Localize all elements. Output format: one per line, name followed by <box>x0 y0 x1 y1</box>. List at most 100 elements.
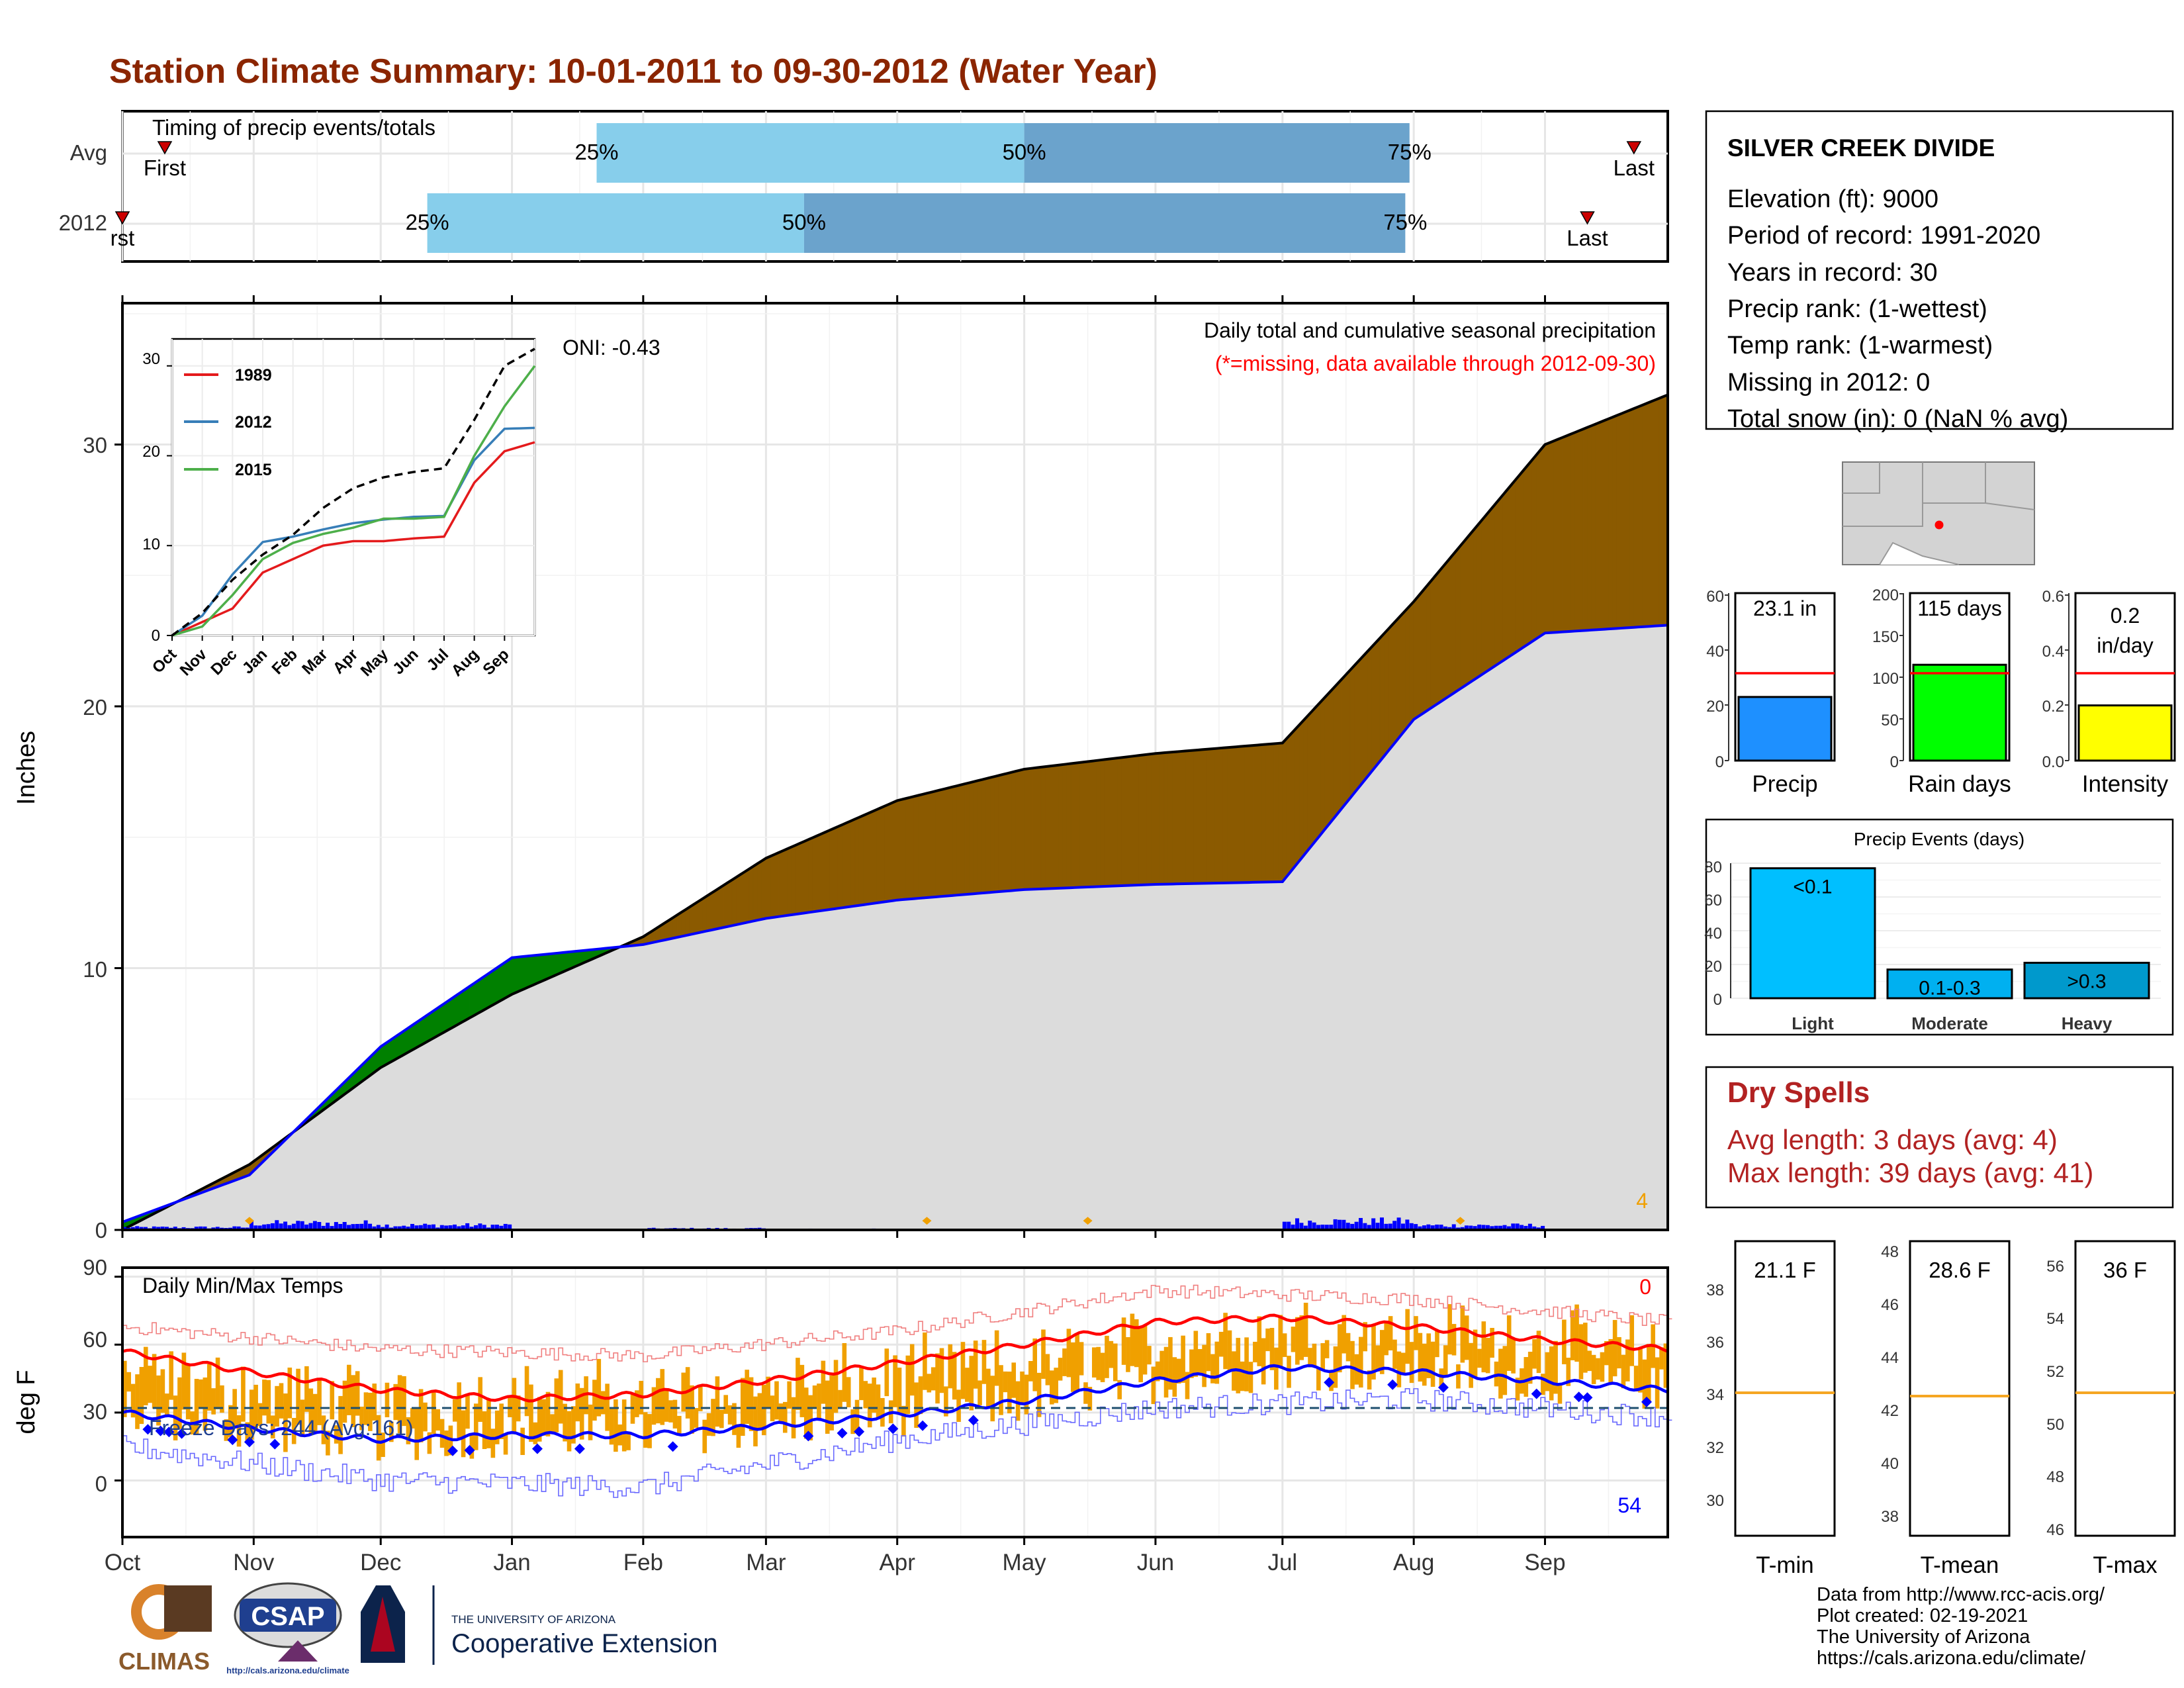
cumulative-departure-segment <box>1515 474 1520 653</box>
daily-temp-range <box>1087 1387 1093 1411</box>
cumulative-departure-segment <box>1646 401 1651 627</box>
precip-total-value: 23.1 in <box>1753 596 1817 620</box>
daily-temp-range <box>1269 1327 1275 1370</box>
daily-temp-range <box>1460 1305 1465 1363</box>
temp-tick-90: 90 <box>83 1255 107 1280</box>
daily-temp-range <box>1350 1340 1355 1389</box>
figure-title: Station Climate Summary: 10-01-2011 to 0… <box>109 52 1158 91</box>
daily-temp-range <box>1367 1370 1372 1390</box>
daily-temp-range <box>978 1380 982 1405</box>
daily-temp-range <box>1160 1350 1164 1379</box>
daily-temp-range <box>1007 1371 1012 1414</box>
daily-temp-range <box>211 1388 216 1415</box>
daily-temp-range <box>1223 1313 1228 1370</box>
record-low-marker <box>1582 1392 1593 1403</box>
daily-temp-range <box>283 1393 288 1452</box>
cumulative-departure-segment <box>1036 767 1042 890</box>
daily-precip-bar <box>1320 1225 1325 1230</box>
daily-precip-bar <box>439 1225 444 1230</box>
cumulative-departure-segment <box>494 966 500 1004</box>
cumulative-departure-segment <box>829 828 835 910</box>
daily-temp-range <box>643 1412 648 1448</box>
cumulative-departure-segment <box>1434 571 1439 706</box>
daily-temp-range <box>1299 1315 1304 1360</box>
daily-precip-bar <box>326 1223 330 1230</box>
cumulative-departure-segment <box>1375 637 1381 767</box>
daily-temp-range <box>656 1378 660 1424</box>
cumulative-departure-segment <box>909 796 915 900</box>
cumulative-departure-segment <box>1651 399 1656 627</box>
daily-temp-range <box>732 1403 737 1435</box>
station-line-6: Missing in 2012: 0 <box>1727 369 1930 397</box>
daily-temp-range <box>1426 1333 1431 1378</box>
inset-series-avg <box>171 348 535 637</box>
daily-precip-bar <box>508 1224 512 1230</box>
cumulative-departure-segment <box>1566 434 1571 632</box>
cumulative-departure-segment <box>1481 514 1486 676</box>
daily-temp-range <box>1625 1339 1630 1382</box>
daily-temp-range <box>1498 1348 1503 1399</box>
cumulative-departure-segment <box>1608 416 1614 630</box>
daily-temp-range <box>376 1415 381 1461</box>
daily-precip-bar <box>1329 1225 1334 1230</box>
daily-temp-range <box>1244 1337 1249 1391</box>
cumulative-departure-segment <box>1032 767 1038 890</box>
cumulative-departure-segment <box>1075 762 1080 888</box>
cumulative-departure-segment <box>1231 746 1236 883</box>
daily-temp-range <box>1105 1335 1109 1378</box>
daily-precip-bar <box>402 1225 406 1230</box>
precip-tick-10: 10 <box>83 957 107 982</box>
cumulative-departure-segment <box>1337 679 1342 815</box>
temp-y-axis-label: deg F <box>13 1370 40 1434</box>
cumulative-departure-segment <box>1490 504 1495 670</box>
daily-temp-range <box>1485 1338 1490 1374</box>
daily-temp-range <box>423 1402 428 1432</box>
cumulative-departure-segment <box>1494 499 1499 667</box>
daily-temp-range <box>1629 1315 1635 1366</box>
intensity-bar: 0.2 in/day Intensity 0.0 0.2 0.4 0.6 <box>2042 588 2176 797</box>
daily-temp-range <box>1155 1361 1160 1382</box>
daily-temp-range <box>1218 1331 1224 1357</box>
daily-temp-range <box>330 1381 335 1420</box>
ua-large-text: Cooperative Extension <box>451 1629 717 1658</box>
cumulative-departure-segment <box>1236 746 1241 883</box>
record-min-line <box>122 1388 1672 1498</box>
cumulative-departure-segment <box>927 792 932 898</box>
ua-small-text: THE UNIVERSITY OF ARIZONA <box>451 1613 616 1626</box>
daily-temp-range <box>418 1389 424 1442</box>
daily-temp-range <box>1359 1336 1363 1388</box>
daily-temp-range <box>605 1383 610 1431</box>
cumulative-departure-segment <box>1485 510 1490 673</box>
daily-temp-range <box>1638 1348 1643 1393</box>
cumulative-departure-segment <box>998 774 1003 892</box>
daily-temp-range <box>931 1367 936 1391</box>
daily-precip-bar <box>1443 1226 1447 1230</box>
cumulative-departure-segment <box>1121 757 1126 886</box>
daily-temp-range <box>355 1371 360 1416</box>
daily-temp-range <box>808 1395 813 1440</box>
daily-temp-range <box>1324 1340 1330 1358</box>
cumulative-departure-segment <box>1422 586 1427 714</box>
daily-temp-range <box>1041 1329 1046 1379</box>
cumulative-departure-segment <box>1172 751 1177 884</box>
daily-temp-range <box>317 1378 322 1425</box>
daily-temp-range <box>135 1374 140 1429</box>
daily-temp-range <box>817 1383 821 1419</box>
daily-precip-bar <box>381 1227 385 1230</box>
cumulative-departure-segment <box>698 898 703 933</box>
daily-temp-range <box>1596 1358 1600 1380</box>
daily-temp-range <box>1333 1346 1338 1388</box>
cumulative-departure-segment <box>1418 590 1423 718</box>
cumulative-departure-segment <box>964 782 970 895</box>
timing-last-marker <box>1626 141 1642 155</box>
daily-precip-bar <box>122 1227 126 1230</box>
daily-temp-range <box>1591 1354 1596 1384</box>
cumulative-departure-segment <box>1265 743 1270 882</box>
daily-temp-range <box>782 1401 788 1433</box>
daily-temp-range <box>952 1352 957 1400</box>
tmax-tick-48: 48 <box>2046 1468 2064 1486</box>
daily-temp-range <box>1096 1346 1101 1380</box>
daily-temp-range <box>711 1399 715 1436</box>
daily-temp-range <box>1163 1346 1169 1398</box>
daily-precip-bar <box>351 1224 355 1230</box>
